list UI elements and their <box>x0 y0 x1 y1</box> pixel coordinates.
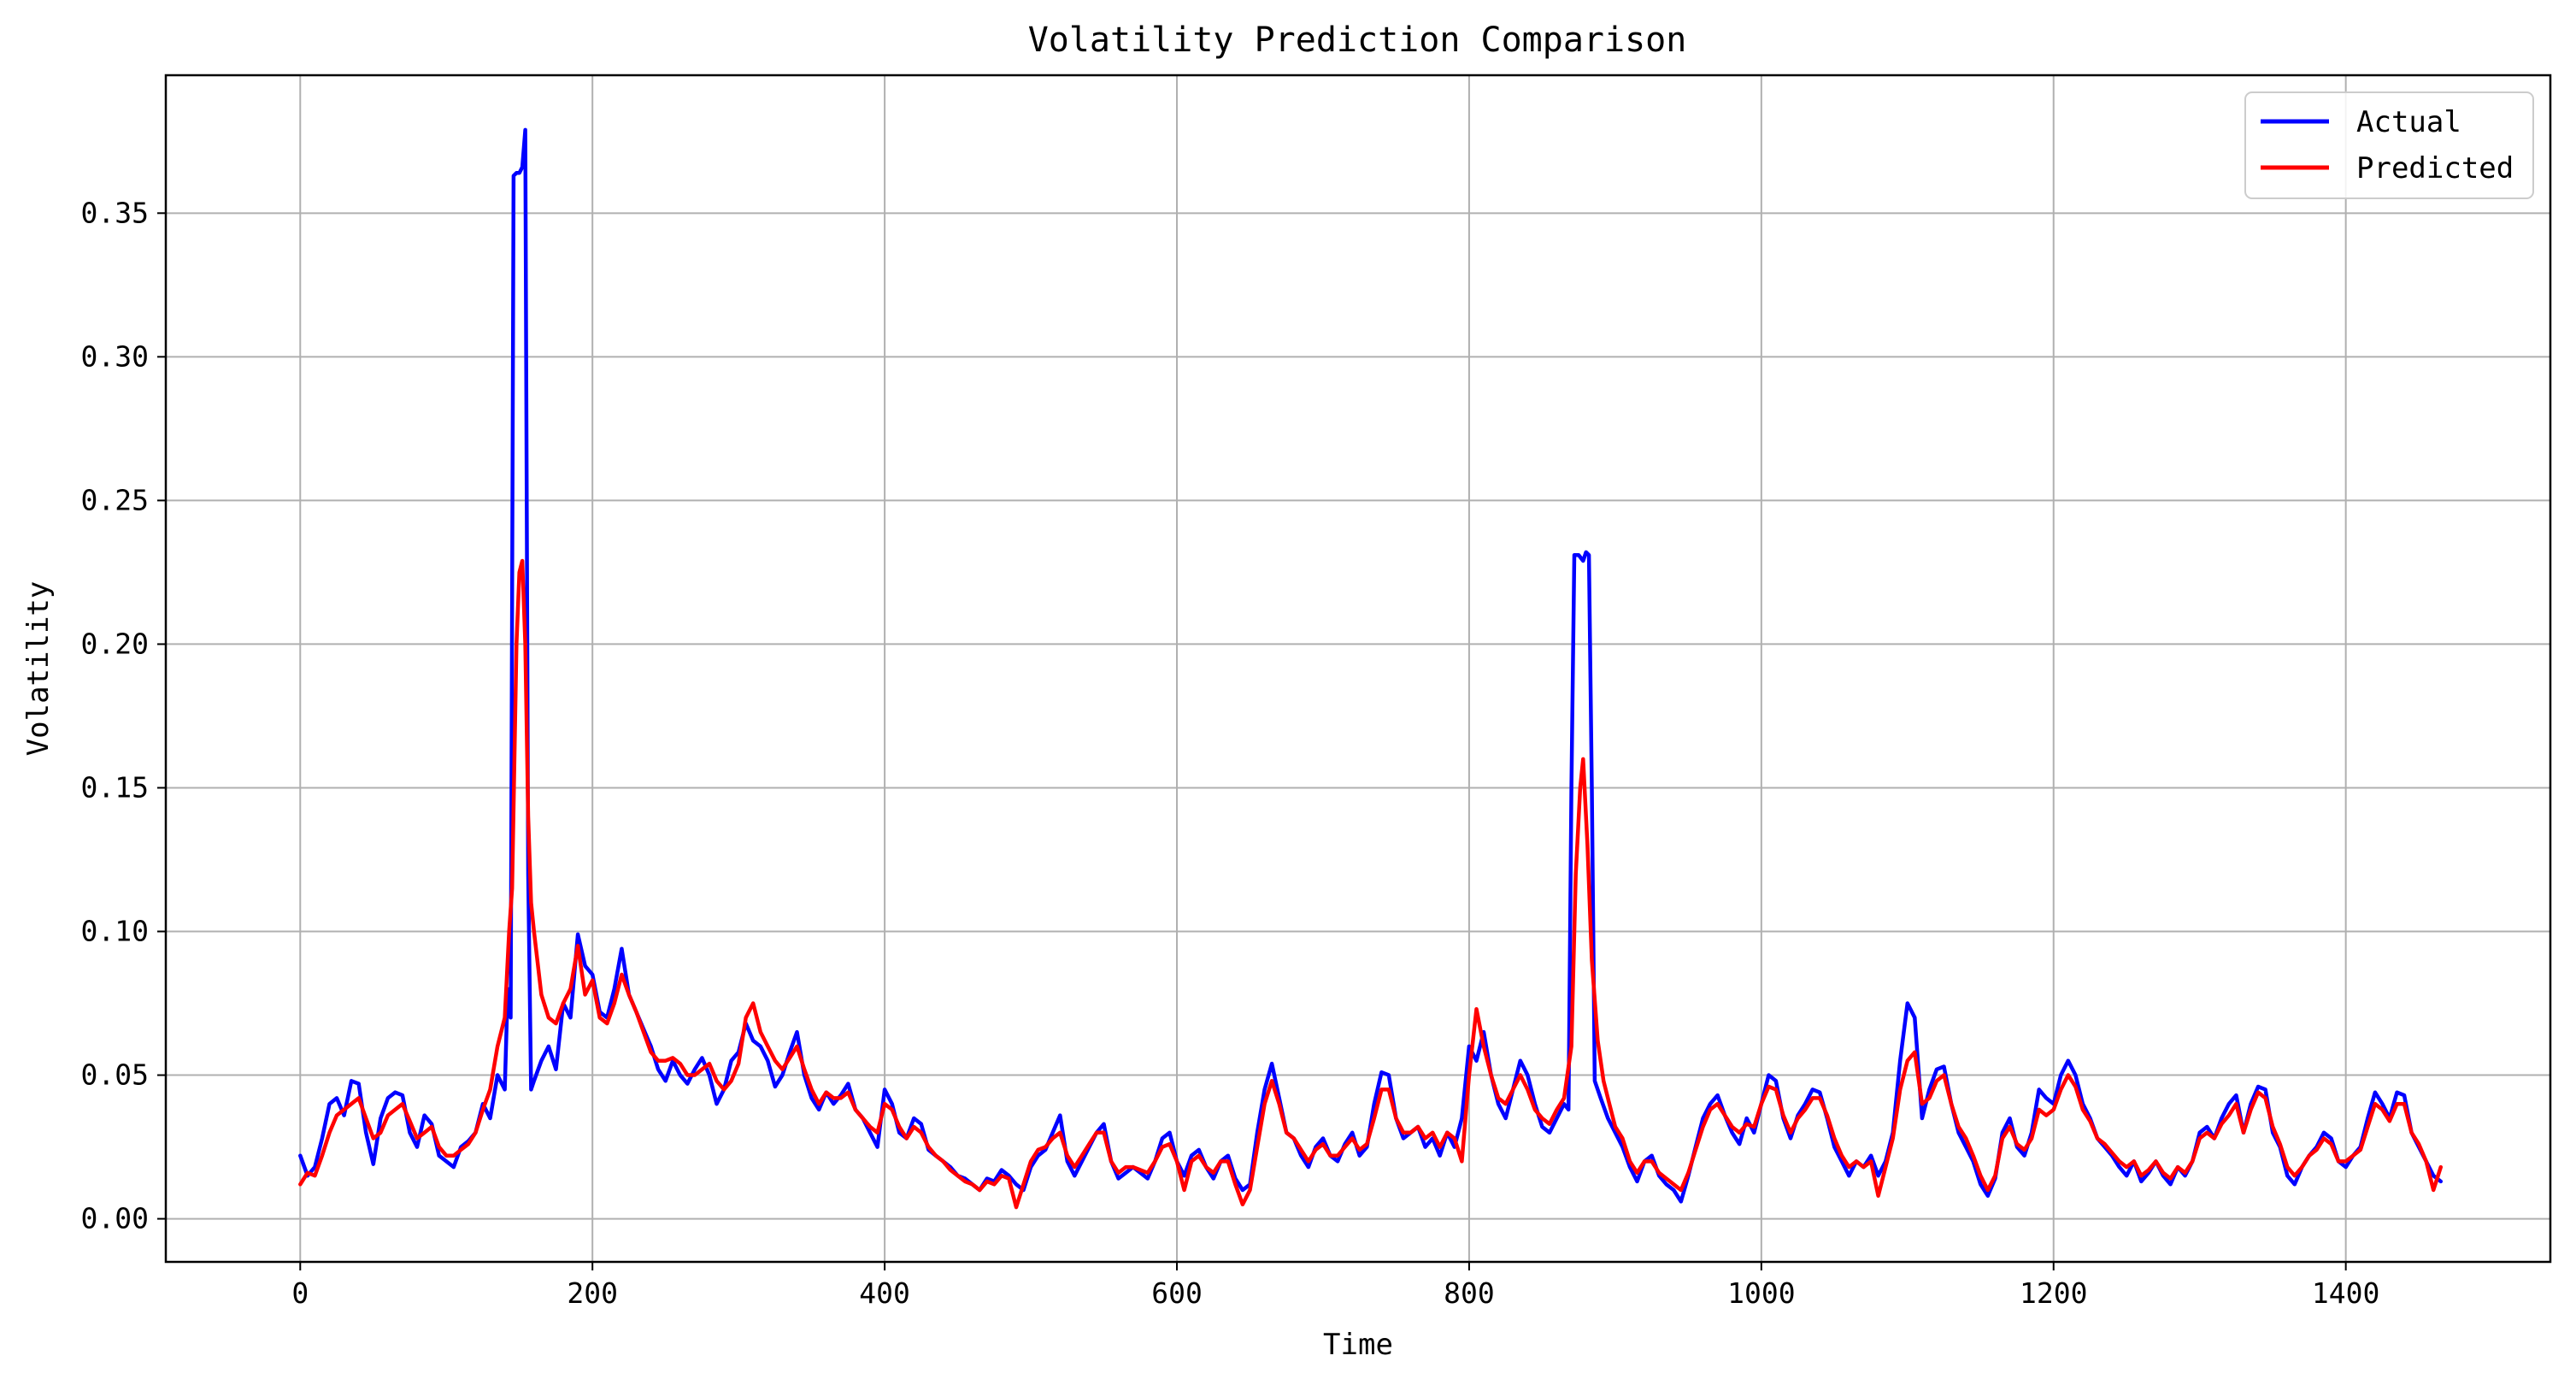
series-line-predicted <box>298 558 2444 1210</box>
y-axis-title: Volatility <box>21 581 56 757</box>
y-tick-label: 0.05 <box>81 1058 149 1092</box>
grid-layer <box>166 75 2550 1262</box>
y-tick-label: 0.20 <box>81 627 149 660</box>
y-tick-label: 0.15 <box>81 770 149 804</box>
x-tick-label: 1000 <box>1727 1276 1795 1310</box>
x-axis-title: Time <box>1323 1328 1393 1362</box>
legend-label-predicted: Predicted <box>2356 151 2514 186</box>
legend-box <box>2244 91 2534 199</box>
legend: Actual Predicted <box>2244 91 2534 199</box>
y-tick-label: 0.10 <box>81 915 149 948</box>
tick-layer: 0 200 400 600 800 1000 1200 1400 0.00 0.05 0.10 0.1… <box>81 196 2380 1310</box>
x-tick-label: 1200 <box>2020 1276 2087 1310</box>
series-layer <box>298 127 2444 1210</box>
y-tick-label: 0.00 <box>81 1202 149 1235</box>
x-tick-label: 0 <box>291 1276 309 1310</box>
chart-title: Volatility Prediction Comparison <box>1028 21 1687 60</box>
x-tick-label: 600 <box>1151 1276 1203 1310</box>
y-tick-label: 0.25 <box>81 483 149 516</box>
x-tick-label: 200 <box>567 1276 618 1310</box>
plot-frame <box>164 74 2552 1264</box>
x-tick-label: 800 <box>1444 1276 1495 1310</box>
x-tick-label: 1400 <box>2312 1276 2379 1310</box>
y-tick-label: 0.30 <box>81 339 149 373</box>
y-tick-label: 0.35 <box>81 196 149 229</box>
series-line-actual <box>298 127 2444 1204</box>
x-tick-label: 400 <box>859 1276 910 1310</box>
legend-label-actual: Actual <box>2356 105 2461 139</box>
